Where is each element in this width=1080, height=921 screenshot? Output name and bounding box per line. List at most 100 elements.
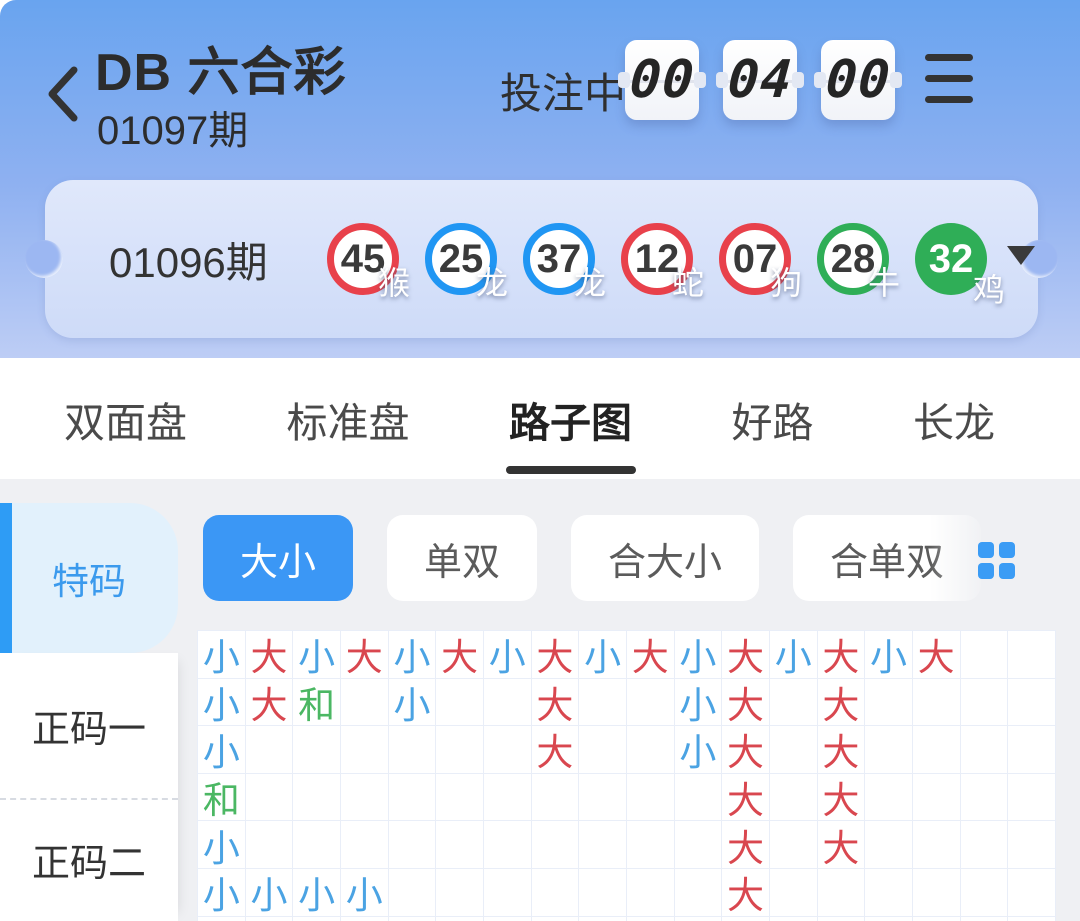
ball-zodiac-label: 蛇 [671, 265, 704, 301]
tab-路子图[interactable]: 路子图 [509, 358, 632, 479]
sidebar-item-label: 特码 [52, 561, 126, 602]
road-cell-empty [769, 726, 818, 774]
road-cell-empty [436, 726, 484, 774]
road-cell-empty [865, 773, 913, 822]
road-cell-empty [388, 726, 437, 774]
road-cell-empty [865, 821, 913, 869]
ball-number: 45 [340, 236, 386, 281]
road-cell-empty [531, 773, 580, 822]
road-cell-empty [388, 868, 437, 917]
caret-down-icon[interactable] [1007, 246, 1035, 265]
road-cell-empty [865, 916, 913, 921]
ball-zodiac-label: 龙 [475, 265, 508, 301]
road-cell-empty [769, 678, 818, 727]
road-cell-小: 小 [674, 726, 723, 774]
road-cell-empty [483, 868, 532, 917]
current-period: 01097期 [97, 109, 249, 153]
filter-button-大小[interactable]: 大小 [203, 515, 354, 601]
countdown-hours: 00 [618, 40, 706, 120]
road-cell-和: 和 [198, 773, 246, 822]
road-cell-empty [912, 678, 961, 727]
flip-pin [890, 72, 902, 88]
filter-button-合大小[interactable]: 合大小 [571, 515, 760, 601]
road-cell-empty [245, 773, 294, 822]
road-cell-empty [912, 726, 961, 774]
road-cell-小: 小 [198, 726, 246, 774]
road-cell-empty [674, 821, 723, 869]
road-cell-empty [340, 726, 389, 774]
flip-seam [625, 80, 699, 83]
road-cell-empty [436, 868, 484, 917]
road-cell-empty [579, 726, 627, 774]
road-cell-empty [484, 916, 532, 921]
tab-长龙[interactable]: 长龙 [913, 399, 995, 446]
road-cell-empty [532, 916, 580, 921]
road-cell-empty [531, 868, 580, 917]
road-cell-empty [293, 916, 341, 921]
road-cell-小: 小 [198, 678, 246, 727]
lottery-ball: 07 狗 [719, 223, 802, 301]
road-cell-empty [627, 916, 675, 921]
road-cell-empty [817, 868, 866, 917]
filter-button-单双[interactable]: 单双 [387, 515, 538, 601]
road-cell-empty [912, 821, 961, 869]
road-cell-小: 小 [483, 631, 532, 679]
road-cell-大: 大 [722, 821, 770, 869]
flip-pin [814, 72, 826, 88]
road-map-grid: 小大小大小大小大小大小大小大小大小大和小大小大大小大小大大和大大小大大小小小小大 [197, 630, 1056, 921]
sidebar-item-正码二[interactable]: 正码二 [31, 843, 146, 885]
menu-hamburger-icon[interactable] [925, 52, 973, 108]
sidebar-item-正码一[interactable]: 正码一 [0, 653, 178, 800]
flip-seam [821, 80, 895, 83]
road-cell-大: 大 [722, 631, 770, 679]
flip-seam [723, 80, 797, 83]
road-cell-大: 大 [722, 678, 770, 727]
ticket-notch [25, 240, 63, 278]
lottery-ball: 45 猴 [327, 223, 410, 301]
road-cell-大: 大 [817, 821, 866, 869]
grid-view-icon[interactable] [978, 542, 1015, 579]
back-button[interactable] [44, 64, 84, 124]
last-draw-result-card[interactable]: 01096期 45 猴 25 龙 37 龙 12 蛇 07 狗 28 牛 32 鸡 [25, 180, 1058, 338]
road-cell-大: 大 [531, 631, 580, 679]
tab-双面盘[interactable]: 双面盘 [64, 399, 187, 446]
road-cell-empty [483, 773, 532, 822]
road-cell-empty [340, 773, 389, 822]
road-cell-empty [579, 773, 627, 822]
road-cell-empty [531, 821, 580, 869]
road-cell-empty [722, 916, 770, 921]
road-cell-empty [579, 916, 627, 921]
road-cell-empty [770, 916, 818, 921]
road-cell-empty [436, 773, 484, 822]
ball-number: 12 [634, 236, 680, 281]
road-cell-empty [626, 773, 675, 822]
road-cell-empty [436, 678, 484, 727]
ball-list: 45 猴 25 龙 37 龙 12 蛇 07 狗 28 牛 32 鸡 [327, 223, 1005, 308]
tab-好路[interactable]: 好路 [731, 399, 814, 446]
road-cell-小: 小 [388, 678, 437, 727]
road-cell-大: 大 [245, 631, 294, 679]
road-cell-大: 大 [245, 678, 294, 727]
road-cell-小: 小 [388, 631, 437, 679]
road-cell-empty [340, 678, 389, 727]
road-cell-empty [1008, 821, 1056, 869]
ball-zodiac-label: 猴 [377, 265, 410, 301]
sidebar-item-tema[interactable]: 特码 [0, 503, 178, 653]
chevron-left-icon [48, 66, 78, 122]
betting-status-label: 投注中 [500, 70, 627, 117]
road-cell-empty [960, 631, 1009, 679]
road-cell-大: 大 [722, 726, 770, 774]
road-cell-empty [626, 868, 675, 917]
road-cell-empty [1008, 726, 1056, 774]
header: DB 六合彩 01097期 投注中 00 04 00 0109 [0, 0, 1080, 358]
lottery-ball: 28 牛 [817, 223, 900, 301]
road-cell-empty [960, 773, 1009, 822]
road-cell-大: 大 [817, 726, 866, 774]
filter-fade-overlay [930, 500, 1080, 616]
road-cell-empty [483, 678, 532, 727]
road-cell-小: 小 [293, 868, 341, 917]
road-cell-大: 大 [722, 868, 770, 917]
road-cell-empty [865, 868, 913, 917]
road-cell-empty [483, 821, 532, 869]
tab-标准盘[interactable]: 标准盘 [286, 399, 410, 446]
